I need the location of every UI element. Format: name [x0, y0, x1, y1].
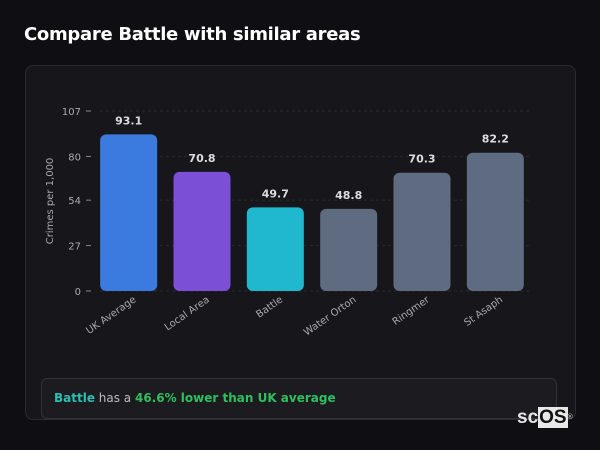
summary-difference: 46.6% lower than UK average: [134, 391, 336, 405]
x-tick-label: Local Area: [163, 294, 212, 333]
y-tick-label: 107: [62, 107, 81, 118]
y-tick-label: 27: [68, 242, 81, 253]
data-label: 48.8: [335, 189, 362, 202]
scos-logo: scOS®: [517, 407, 573, 428]
data-label: 70.8: [188, 152, 215, 165]
data-label: 70.3: [408, 153, 435, 166]
x-tick-label: Water Orton: [302, 294, 358, 338]
bar-st-asaph: [466, 152, 524, 291]
y-tick-label: 54: [68, 196, 81, 207]
bar-uk-average: [100, 134, 158, 291]
y-tick-label: 80: [68, 152, 81, 163]
data-label: 93.1: [115, 114, 142, 127]
bar-ringmer: [393, 172, 451, 291]
data-label: 82.2: [482, 133, 509, 146]
x-tick-label: Battle: [254, 294, 285, 320]
bar-battle: [246, 207, 304, 291]
x-tick-label: St Asaph: [462, 294, 505, 328]
data-label: 49.7: [262, 187, 289, 200]
comparison-summary: Battle has a 46.6% lower than UK average: [41, 378, 557, 419]
bar-water-orton: [320, 208, 378, 291]
y-tick-label: 0: [75, 287, 81, 298]
bar-local-area: [173, 171, 231, 291]
summary-location: Battle: [54, 391, 95, 405]
x-tick-label: UK Average: [84, 294, 138, 336]
summary-text: has a: [94, 391, 135, 405]
page-title: Compare Battle with similar areas: [24, 24, 361, 45]
y-axis-label: Crimes per 1,000: [45, 158, 56, 245]
x-tick-label: Ringmer: [391, 294, 433, 328]
